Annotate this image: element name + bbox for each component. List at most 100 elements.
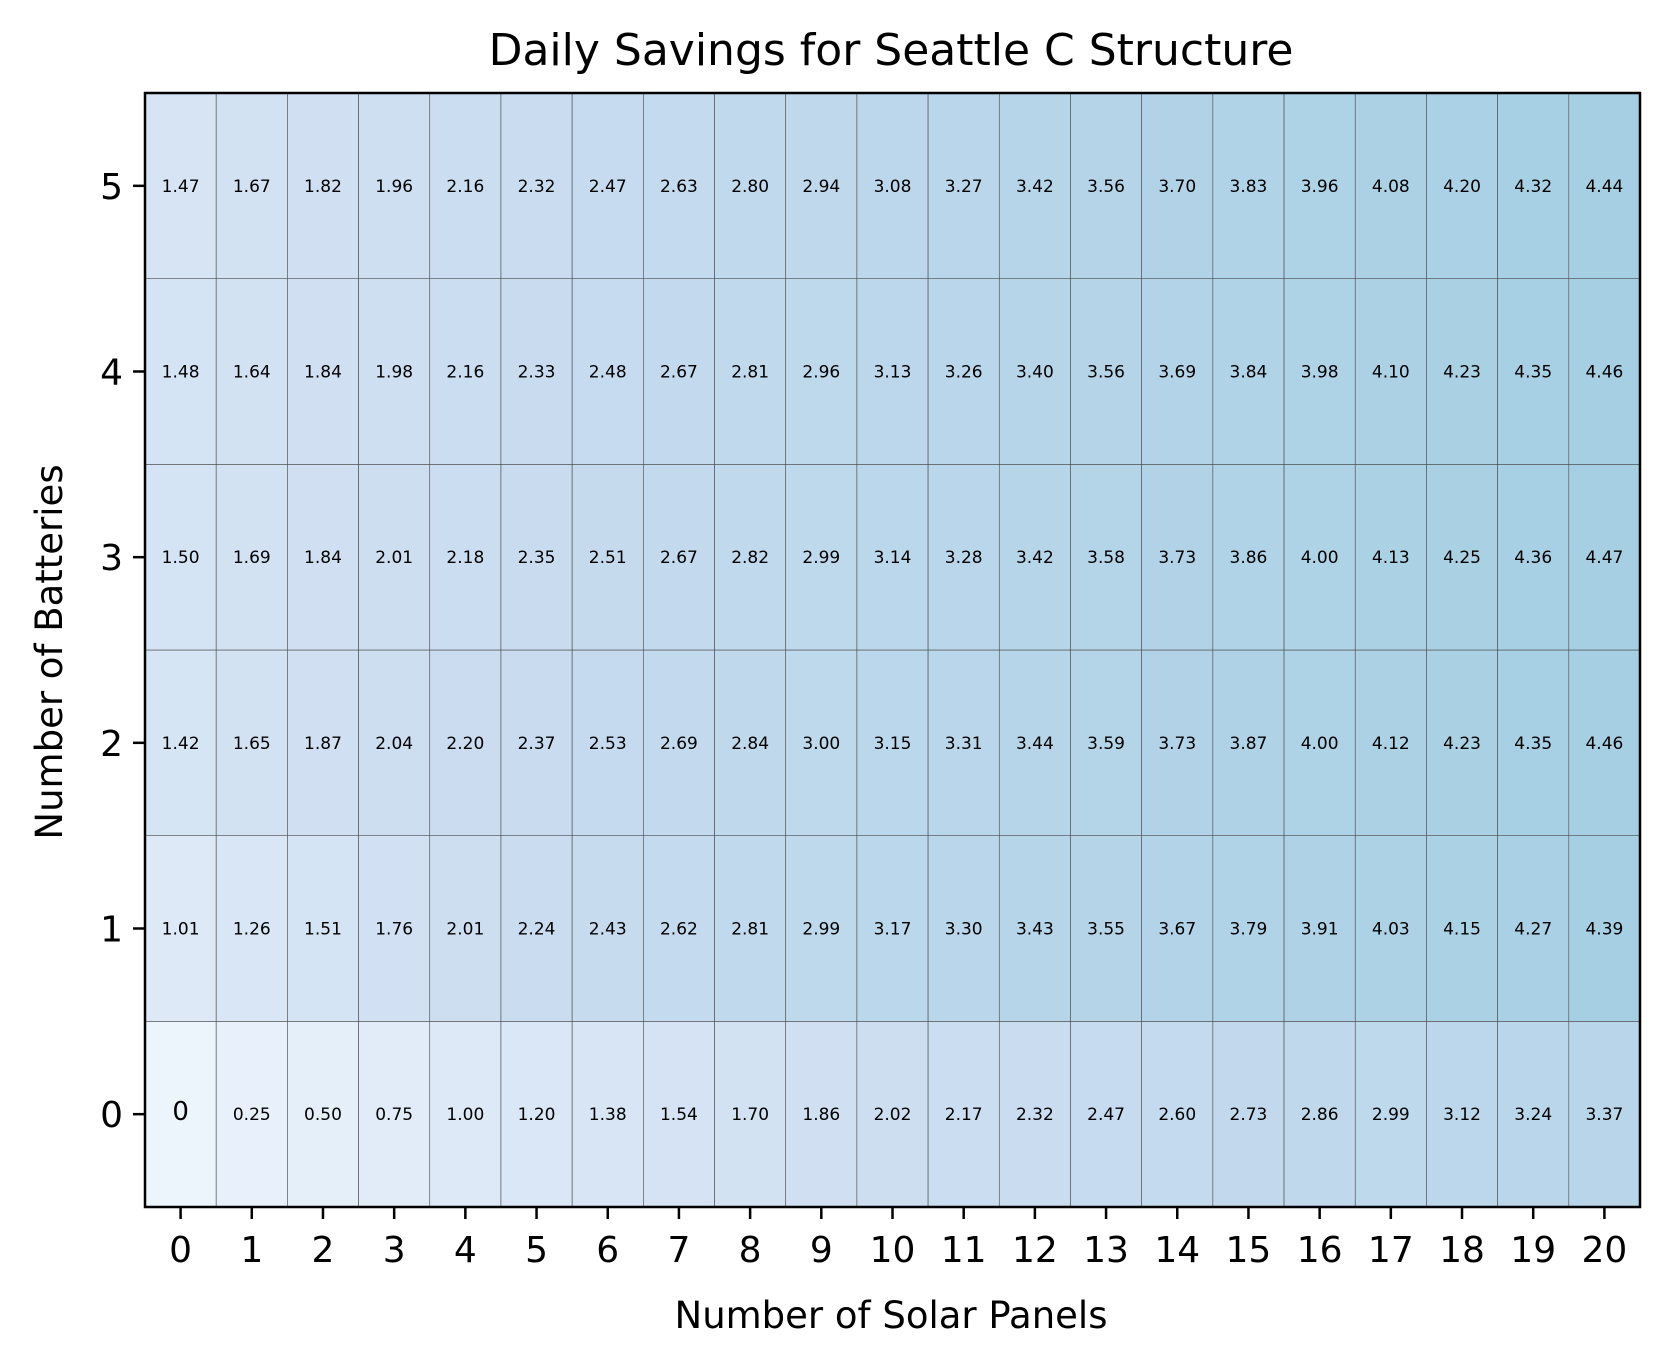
heatmap-cell-value: 3.30 [945, 920, 983, 940]
heatmap-cell-value: 2.43 [589, 920, 627, 940]
heatmap-cell-value: 4.25 [1443, 548, 1481, 568]
heatmap-cell [1283, 464, 1356, 651]
heatmap-cell-value: 3.13 [874, 363, 912, 383]
heatmap-cell-value: 3.55 [1087, 920, 1125, 940]
heatmap-cell [856, 649, 929, 836]
heatmap-cell [998, 92, 1071, 279]
heatmap-cell [500, 835, 573, 1022]
heatmap-cell [998, 464, 1071, 651]
x-tick-label: 16 [1297, 1230, 1343, 1271]
x-tick-label: 2 [312, 1230, 335, 1271]
heatmap-cell [714, 92, 787, 279]
heatmap-cell-value: 4.27 [1514, 920, 1552, 940]
heatmap-cell-value: 2.67 [660, 363, 698, 383]
heatmap-cell-value: 4.00 [1301, 734, 1339, 754]
heatmap-cell-value: 4.35 [1514, 363, 1552, 383]
x-tick-label: 15 [1226, 1230, 1272, 1271]
heatmap-cell-value: 3.83 [1230, 177, 1268, 197]
heatmap-cell [643, 92, 715, 279]
heatmap-cell-value: 3.59 [1087, 734, 1125, 754]
heatmap-cell-value: 3.98 [1301, 363, 1339, 383]
heatmap-cell-value: 4.23 [1443, 363, 1481, 383]
heatmap-cell [1497, 1021, 1570, 1208]
heatmap-cell-value: 1.84 [304, 548, 342, 568]
heatmap-cell [1426, 92, 1498, 279]
heatmap-cell [1568, 835, 1641, 1022]
heatmap-cell-value: 4.12 [1372, 734, 1410, 754]
heatmap-cell-value: 4.32 [1514, 177, 1552, 197]
heatmap-cell [785, 835, 858, 1022]
heatmap-cell [1283, 1021, 1356, 1208]
heatmap-cell-value: 2.01 [375, 548, 413, 568]
x-tick-label: 10 [870, 1230, 916, 1271]
heatmap-cell [215, 835, 288, 1022]
heatmap-cell-value: 2.17 [945, 1105, 983, 1125]
heatmap-cell [429, 92, 502, 279]
heatmap-cell-value: 2.32 [518, 177, 556, 197]
heatmap-cell [358, 649, 431, 836]
heatmap-cell-value: 1.48 [162, 363, 200, 383]
x-tick-label: 12 [1012, 1230, 1058, 1271]
heatmap-cell [1354, 278, 1427, 465]
heatmap-cell-value: 2.53 [589, 734, 627, 754]
heatmap-cell [1426, 278, 1498, 465]
heatmap-cell-value: 2.47 [1087, 1105, 1125, 1125]
heatmap-cell [1568, 1021, 1641, 1208]
heatmap-cell-value: 1.96 [375, 177, 413, 197]
heatmap-cell-value: 2.73 [1230, 1105, 1268, 1125]
heatmap-cell [643, 464, 715, 651]
heatmap-cell [643, 835, 715, 1022]
heatmap-cell [643, 278, 715, 465]
heatmap-cell-value: 1.26 [233, 920, 271, 940]
heatmap-cell [429, 1021, 502, 1208]
heatmap-cell [287, 649, 359, 836]
heatmap-cell-value: 2.84 [731, 734, 769, 754]
heatmap-cell-value: 1.20 [518, 1105, 556, 1125]
heatmap-cell-value: 4.46 [1585, 363, 1623, 383]
y-tick-label: 0 [100, 1095, 123, 1136]
heatmap-cell-value: 1.98 [375, 363, 413, 383]
heatmap-cell [500, 278, 573, 465]
heatmap-cell [1497, 649, 1570, 836]
heatmap-cell [998, 649, 1071, 836]
heatmap-cell-value: 1.69 [233, 548, 271, 568]
heatmap-cell [358, 92, 431, 279]
x-tick-label: 17 [1368, 1230, 1414, 1271]
heatmap-cell [1070, 92, 1142, 279]
heatmap-cell [1070, 835, 1142, 1022]
heatmap-cell-value: 1.70 [731, 1105, 769, 1125]
heatmap-cell-value: 4.13 [1372, 548, 1410, 568]
y-axis-ticks: 0 1 2 3 4 5 [100, 167, 145, 1136]
heatmap-cell-value: 2.60 [1158, 1105, 1196, 1125]
heatmap-cell-value: 3.42 [1016, 548, 1054, 568]
x-axis-ticks: 0 1 2 3 4 5 6 7 8 9 10 11 12 13 14 15 16 17 18 19 20 [169, 1207, 1627, 1271]
heatmap-cell-value: 3.73 [1158, 548, 1196, 568]
heatmap-cell-value: 1.82 [304, 177, 342, 197]
heatmap-cell [714, 278, 787, 465]
heatmap-cell [1141, 835, 1214, 1022]
heatmap-cell-value: 4.36 [1514, 548, 1552, 568]
x-tick-label: 4 [454, 1230, 477, 1271]
heatmap-cell-value: 2.18 [446, 548, 484, 568]
x-tick-label: 5 [525, 1230, 548, 1271]
heatmap-cell-value: 4.20 [1443, 177, 1481, 197]
heatmap-cell-value: 4.03 [1372, 920, 1410, 940]
heatmap-cell [998, 278, 1071, 465]
heatmap-cell [1141, 1021, 1214, 1208]
heatmap-cell [1497, 835, 1570, 1022]
heatmap-cell [571, 92, 644, 279]
heatmap-cell [643, 1021, 715, 1208]
heatmap-cell-value: 2.32 [1016, 1105, 1054, 1125]
chart-title: Daily Savings for Seattle C Structure [489, 25, 1294, 76]
heatmap-cell [927, 278, 1000, 465]
heatmap-cell-value: 4.44 [1585, 177, 1623, 197]
heatmap-cell [215, 278, 288, 465]
heatmap-cell [1426, 1021, 1498, 1208]
heatmap-cell [1426, 835, 1498, 1022]
heatmap-cell [144, 278, 217, 465]
heatmap-cell-value: 3.00 [802, 734, 840, 754]
x-tick-label: 8 [739, 1230, 762, 1271]
heatmap-cell-value: 4.15 [1443, 920, 1481, 940]
heatmap-cell-value: 3.79 [1230, 920, 1268, 940]
heatmap-cell [1212, 92, 1285, 279]
